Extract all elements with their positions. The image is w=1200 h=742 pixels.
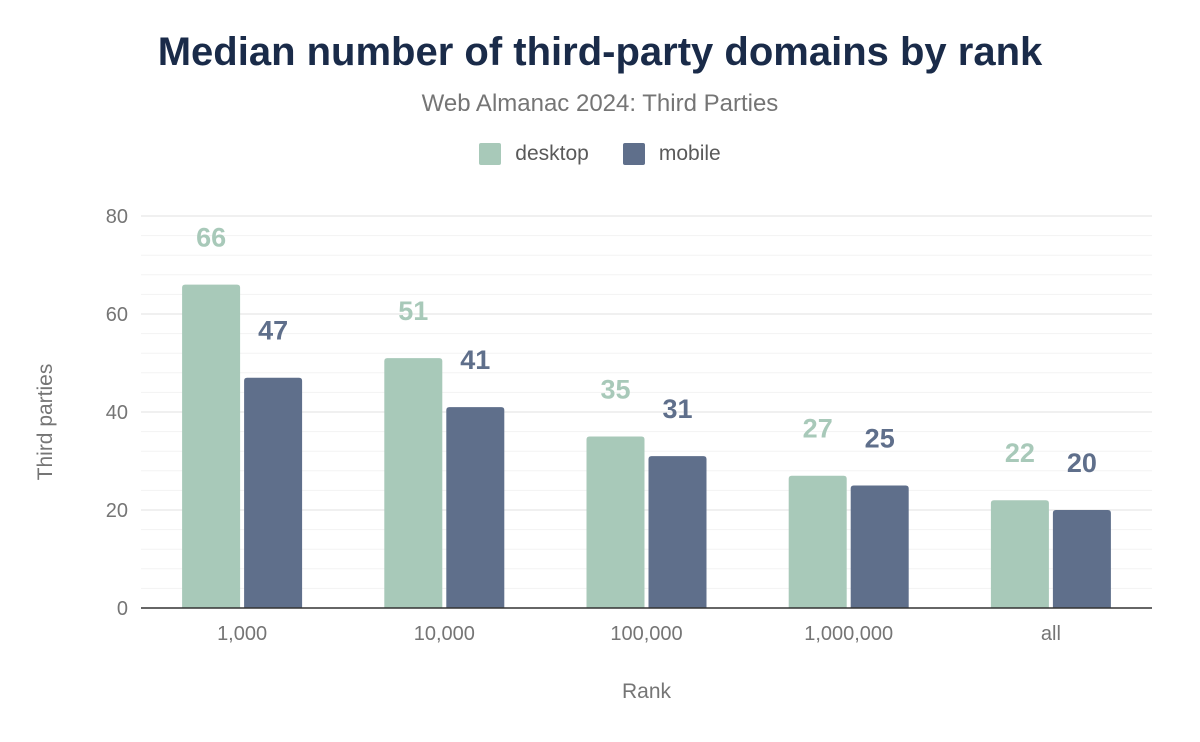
data-label-mobile: 31	[662, 394, 692, 424]
data-label-desktop: 35	[600, 375, 630, 405]
x-tick-label: 1,000	[217, 623, 267, 645]
y-tick-label: 20	[106, 500, 128, 522]
data-label-desktop: 66	[196, 223, 226, 253]
data-label-desktop: 27	[803, 414, 833, 444]
legend-swatch-mobile	[622, 143, 645, 165]
bar-mobile	[850, 485, 909, 608]
chart-subtitle: Web Almanac 2024: Third Parties	[421, 90, 779, 117]
legend: desktop mobile	[0, 142, 1200, 166]
x-tick-label: 100,000	[610, 623, 682, 645]
bar-desktop	[990, 500, 1049, 608]
y-tick-label: 80	[106, 206, 128, 228]
legend-item-desktop[interactable]: desktop	[479, 142, 589, 166]
legend-label-desktop: desktop	[515, 142, 589, 165]
bar-desktop	[384, 358, 443, 608]
bar-mobile	[1052, 510, 1111, 608]
x-axis-title: Rank	[622, 680, 672, 703]
y-tick-label: 60	[106, 304, 128, 326]
data-label-desktop: 22	[1005, 438, 1035, 468]
data-label-mobile: 20	[1067, 448, 1097, 478]
bar-desktop	[586, 436, 645, 608]
bar-desktop	[788, 475, 847, 608]
x-tick-label: 1,000,000	[804, 623, 893, 645]
data-label-desktop: 51	[398, 296, 428, 326]
bar-desktop	[182, 284, 241, 608]
x-tick-label: all	[1041, 623, 1061, 645]
legend-item-mobile[interactable]: mobile	[622, 142, 721, 166]
legend-label-mobile: mobile	[658, 142, 721, 165]
y-tick-label: 40	[106, 402, 128, 424]
bar-mobile	[648, 456, 707, 608]
data-label-mobile: 47	[258, 316, 288, 346]
data-label-mobile: 41	[460, 345, 490, 375]
y-axis-title: Third parties	[34, 364, 57, 481]
legend-swatch-desktop	[479, 143, 502, 165]
y-tick-label: 0	[117, 598, 128, 620]
chart-title: Median number of third-party domains by …	[157, 30, 1043, 74]
bar-mobile	[446, 407, 505, 608]
bar-mobile	[244, 377, 303, 608]
x-tick-label: 10,000	[414, 623, 475, 645]
data-label-mobile: 25	[865, 424, 895, 454]
